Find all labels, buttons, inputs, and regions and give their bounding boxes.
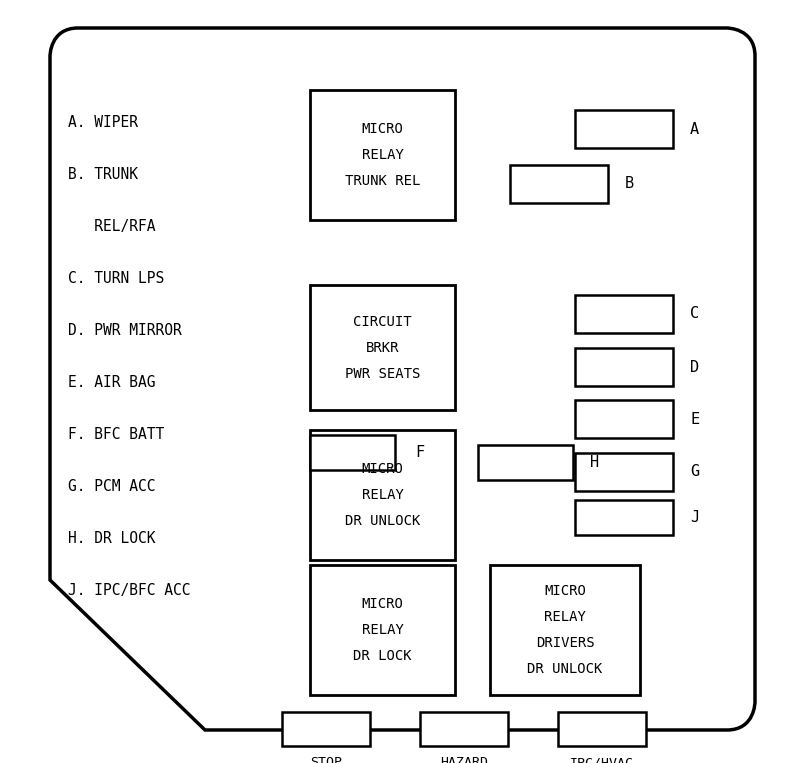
Text: H: H xyxy=(590,455,599,470)
Text: DR LOCK: DR LOCK xyxy=(353,649,411,663)
Bar xyxy=(478,445,573,480)
Text: B. TRUNK: B. TRUNK xyxy=(68,167,138,182)
Text: RELAY: RELAY xyxy=(362,148,403,162)
Bar xyxy=(310,565,455,695)
Text: F. BFC BATT: F. BFC BATT xyxy=(68,427,164,442)
Text: BRKR: BRKR xyxy=(366,340,399,355)
Text: TRUNK REL: TRUNK REL xyxy=(345,174,420,188)
Text: MICRO: MICRO xyxy=(362,597,403,611)
Text: DR UNLOCK: DR UNLOCK xyxy=(527,662,602,676)
Text: D: D xyxy=(690,359,699,375)
Bar xyxy=(310,285,455,410)
Text: A. WIPER: A. WIPER xyxy=(68,115,138,130)
Text: STOP: STOP xyxy=(310,756,342,763)
Bar xyxy=(420,712,508,746)
Text: HAZARD: HAZARD xyxy=(440,756,488,763)
Bar xyxy=(575,453,673,491)
Bar xyxy=(310,430,455,560)
Text: REL/RFA: REL/RFA xyxy=(68,219,156,234)
Text: F: F xyxy=(415,445,424,460)
Bar xyxy=(490,565,640,695)
Text: C: C xyxy=(690,307,699,321)
Bar xyxy=(575,348,673,386)
Text: PWR SEATS: PWR SEATS xyxy=(345,366,420,381)
Bar xyxy=(282,712,370,746)
Text: MICRO: MICRO xyxy=(362,462,403,476)
Text: G. PCM ACC: G. PCM ACC xyxy=(68,479,156,494)
Text: C. TURN LPS: C. TURN LPS xyxy=(68,271,164,286)
Bar xyxy=(575,400,673,438)
Text: E: E xyxy=(690,411,699,427)
Text: G: G xyxy=(690,465,699,479)
Bar xyxy=(575,500,673,535)
Bar xyxy=(510,165,608,203)
Text: IPC/HVAC: IPC/HVAC xyxy=(570,756,634,763)
Text: J: J xyxy=(690,510,699,525)
Text: DRIVERS: DRIVERS xyxy=(536,636,594,650)
Text: RELAY: RELAY xyxy=(362,623,403,637)
Text: MICRO: MICRO xyxy=(362,122,403,136)
Bar xyxy=(310,90,455,220)
Text: J. IPC/BFC ACC: J. IPC/BFC ACC xyxy=(68,583,191,598)
Bar xyxy=(558,712,646,746)
PathPatch shape xyxy=(50,28,755,730)
Text: RELAY: RELAY xyxy=(362,488,403,502)
Text: RELAY: RELAY xyxy=(544,610,586,624)
Bar xyxy=(575,110,673,148)
Bar xyxy=(575,295,673,333)
Text: MICRO: MICRO xyxy=(544,584,586,598)
Text: DR UNLOCK: DR UNLOCK xyxy=(345,514,420,528)
Text: CIRCUIT: CIRCUIT xyxy=(353,314,411,329)
Text: H. DR LOCK: H. DR LOCK xyxy=(68,531,156,546)
Text: D. PWR MIRROR: D. PWR MIRROR xyxy=(68,323,182,338)
Bar xyxy=(310,435,395,470)
Text: A: A xyxy=(690,121,699,137)
Text: E. AIR BAG: E. AIR BAG xyxy=(68,375,156,390)
Text: B: B xyxy=(625,176,634,192)
